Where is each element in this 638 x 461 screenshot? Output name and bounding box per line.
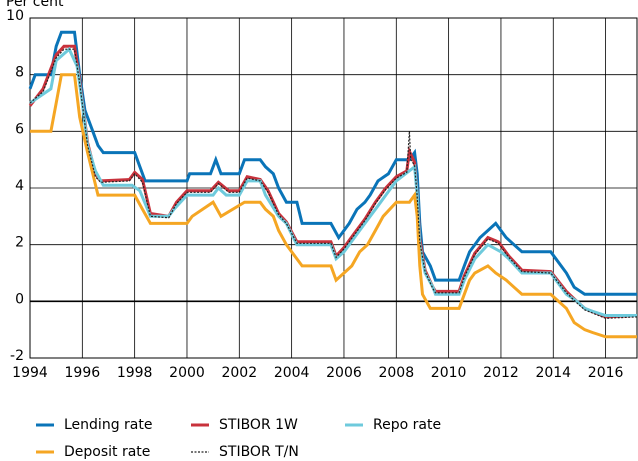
x-tick-label: 1996	[65, 365, 101, 381]
x-tick-label: 2010	[431, 365, 467, 381]
x-tick-label: 2008	[378, 365, 414, 381]
y-tick-label: 10	[6, 8, 24, 24]
x-tick-label: 2002	[221, 365, 257, 381]
x-tick-label: 2016	[588, 365, 624, 381]
x-tick-label: 1998	[117, 365, 153, 381]
legend-label: Lending rate	[64, 417, 152, 433]
y-tick-label: 0	[15, 291, 24, 307]
legend-label: Repo rate	[373, 417, 441, 433]
y-tick-label: 8	[15, 65, 24, 81]
x-tick-label: 2000	[169, 365, 205, 381]
x-tick-label: 2014	[535, 365, 571, 381]
series-line	[29, 46, 637, 317]
legend-label: Deposit rate	[64, 444, 150, 460]
series-line	[28, 30, 637, 296]
legend-label: STIBOR 1W	[219, 417, 298, 433]
series-line	[30, 73, 637, 339]
series-line	[28, 44, 638, 319]
legend-label: STIBOR T/N	[219, 444, 299, 460]
x-tick-label: 1994	[12, 365, 48, 381]
y-tick-label: 2	[15, 235, 24, 251]
x-tick-label: 2006	[326, 365, 362, 381]
y-axis-label: Per cent	[6, 0, 64, 10]
y-tick-label: -2	[10, 348, 24, 364]
x-tick-label: 2004	[274, 365, 310, 381]
y-tick-label: 6	[15, 121, 24, 137]
x-tick-label: 2012	[483, 365, 519, 381]
y-tick-label: 4	[15, 178, 24, 194]
